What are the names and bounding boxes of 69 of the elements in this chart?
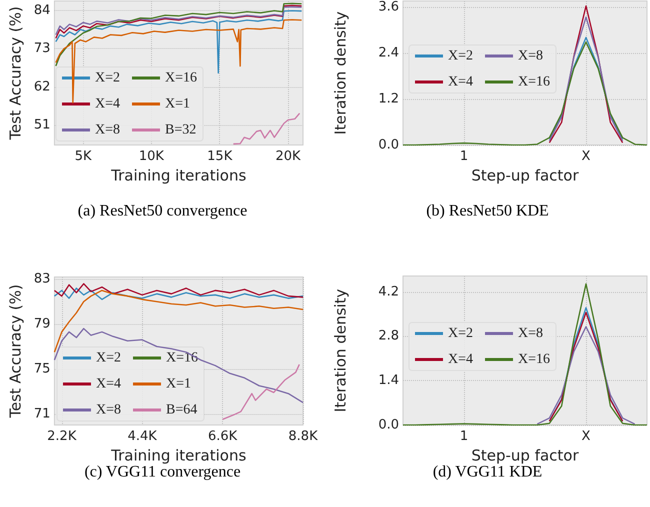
y-tick-label: 4.2 xyxy=(378,284,399,300)
y-tick-label: 0.0 xyxy=(378,418,399,432)
y-tick-label: 3.6 xyxy=(378,0,399,14)
x-tick-label: 8.8K xyxy=(288,429,318,444)
x-tick-label: X xyxy=(582,149,591,164)
x-tick-label: 5K xyxy=(74,149,92,164)
y-tick-label: 62 xyxy=(34,79,50,94)
y-axis-title: Iteration density xyxy=(332,11,350,135)
x-tick-label: 1 xyxy=(460,149,468,164)
legend-label: X=1 xyxy=(166,376,192,392)
x-axis-title: Step-up factor xyxy=(471,446,580,464)
line-series xyxy=(55,2,302,67)
text: (d) VGG11 KDE xyxy=(432,464,542,480)
legend-label: X=1 xyxy=(165,96,190,112)
x-tick-label: 4.4K xyxy=(128,429,158,444)
y-tick-label: 73 xyxy=(34,41,50,56)
legend-label: X=2 xyxy=(448,326,474,341)
x-tick-label: 20K xyxy=(275,149,301,164)
line-series xyxy=(232,112,300,145)
line-series xyxy=(402,41,648,146)
line-series xyxy=(54,290,304,353)
y-tick-label: 79 xyxy=(34,316,50,332)
legend-label: X=16 xyxy=(518,352,550,367)
y-tick-label: 1.2 xyxy=(378,91,399,106)
y-tick-label: 71 xyxy=(34,406,50,422)
x-tick-label: 2.2K xyxy=(47,429,77,444)
line-series xyxy=(54,328,304,404)
legend-label: X=2 xyxy=(95,70,120,86)
legend-label: X=2 xyxy=(448,48,474,64)
y-tick-label: 0.0 xyxy=(378,138,399,152)
y-tick-label: 2.4 xyxy=(378,45,399,60)
x-tick-label: 15K xyxy=(207,149,233,164)
text: (b) ResNet50 KDE xyxy=(426,202,549,220)
x-tick-label: 6.6K xyxy=(208,429,238,444)
y-tick-label: 2.8 xyxy=(378,328,399,344)
y-tick-label: 84 xyxy=(34,2,50,18)
legend-label: X=16 xyxy=(518,74,550,90)
x-tick-label: 10K xyxy=(138,149,164,164)
x-tick-label: 1 xyxy=(460,429,468,444)
legend-label: X=4 xyxy=(448,74,474,90)
line-series xyxy=(222,364,300,420)
x-axis-title: Training iterations xyxy=(110,446,246,464)
legend-label: X=16 xyxy=(165,70,198,86)
y-axis-title: Test Accuracy (%) xyxy=(6,284,24,419)
line-series xyxy=(54,283,304,298)
legend-label: X=8 xyxy=(95,122,120,138)
x-axis-title: Step-up factor xyxy=(471,166,580,184)
line-series xyxy=(55,10,302,74)
y-tick-label: 1.4 xyxy=(378,373,399,388)
text: (c) VGG11 convergence xyxy=(84,464,241,480)
line-series xyxy=(402,283,648,426)
x-axis-title: Training iterations xyxy=(110,166,246,184)
legend-label: X=4 xyxy=(95,96,120,112)
y-tick-label: 83 xyxy=(34,272,50,287)
y-axis-title: Iteration density xyxy=(332,288,350,412)
y-tick-label: 75 xyxy=(34,361,50,376)
legend-label: X=4 xyxy=(448,352,474,367)
legend-label: X=8 xyxy=(518,326,544,341)
x-tick-label: X xyxy=(582,429,591,444)
text: (a) ResNet50 convergence xyxy=(78,202,248,220)
legend-label: X=2 xyxy=(96,350,122,366)
y-axis-title: Test Accuracy (%) xyxy=(6,6,24,141)
legend-label: B=32 xyxy=(165,122,196,138)
legend-label: X=8 xyxy=(96,402,122,418)
y-tick-label: 51 xyxy=(34,118,50,133)
legend-label: X=8 xyxy=(518,48,544,64)
line-series xyxy=(54,288,304,300)
legend-label: B=64 xyxy=(166,402,198,418)
legend-label: X=4 xyxy=(96,376,122,392)
